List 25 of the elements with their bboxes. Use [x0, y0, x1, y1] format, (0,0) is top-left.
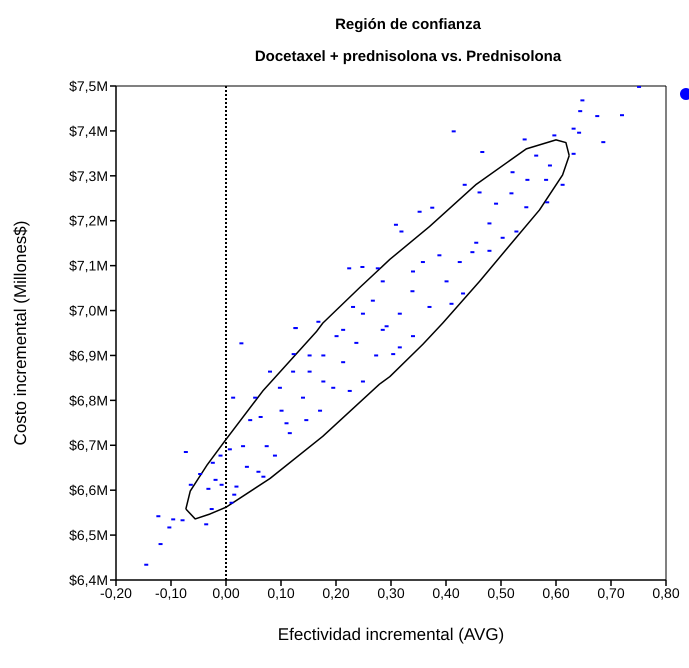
y-tick-label: $7,3M: [69, 168, 108, 184]
x-tick-label: 0,10: [267, 584, 295, 601]
y-tick-label: $7,0M: [69, 302, 108, 319]
x-tick-label: 0,50: [487, 584, 515, 601]
x-tick-label: 0,40: [432, 584, 460, 601]
x-tick-label: 0,20: [322, 584, 350, 601]
y-tick-label: $6,9M: [69, 347, 108, 364]
x-tick-label: 0,70: [597, 584, 625, 601]
y-tick-label: $7,1M: [69, 258, 108, 274]
chart-title: Región de confianza: [334, 16, 482, 33]
chart-subtitle: Docetaxel + prednisolona vs. Prednisolona: [254, 48, 562, 65]
x-axis-title: Efectividad incremental (AVG): [278, 625, 504, 644]
y-tick-label: $7,5M: [69, 78, 108, 94]
x-tick-label: -0,10: [155, 584, 188, 601]
x-tick-label: 0,80: [652, 584, 680, 601]
y-tick-label: $6,7M: [69, 437, 108, 454]
y-axis-title: Costo incremental (Millones$): [11, 220, 30, 446]
y-tick-label: $6,8M: [69, 392, 108, 408]
y-tick-label: $7,4M: [69, 122, 108, 139]
x-tick-label: 0,30: [377, 584, 405, 601]
x-tick-label: 0,60: [542, 584, 570, 601]
y-tick-label: $6,6M: [69, 482, 108, 498]
y-tick-label: $7,2M: [69, 212, 108, 229]
y-tick-label: $6,5M: [69, 527, 108, 544]
x-tick-label: 0,00: [212, 584, 240, 601]
